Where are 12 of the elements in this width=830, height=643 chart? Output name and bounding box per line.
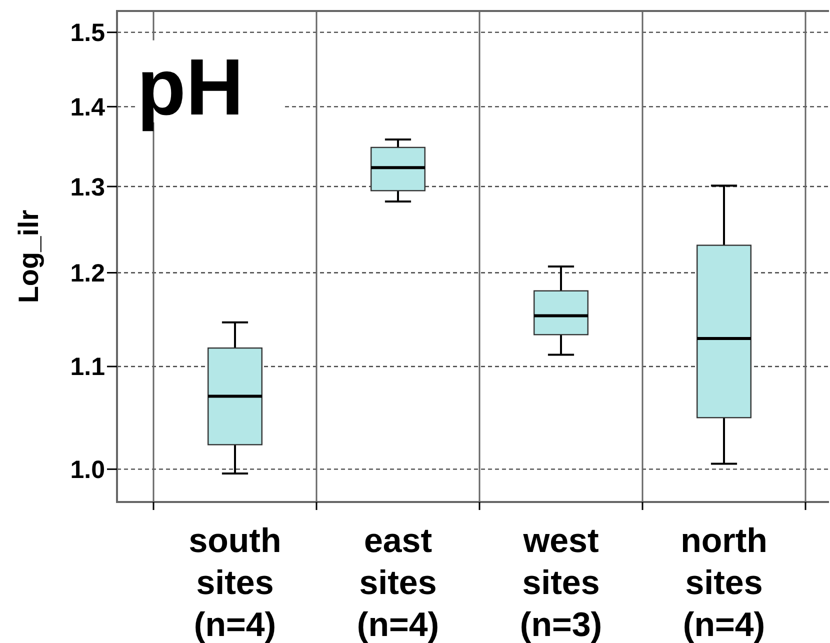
y-tick-label: 1.4 — [70, 93, 106, 122]
x-tick-label: north sites (n=4) — [680, 522, 768, 643]
x-tick-label: south sites (n=4) — [188, 522, 282, 643]
x-tick-label: west sites (n=3) — [520, 522, 602, 643]
y-axis-title: Log_ilr — [13, 210, 44, 304]
y-tick-label: 1.1 — [70, 353, 106, 382]
y-tick-label: 1.5 — [70, 19, 106, 48]
x-tick-label: east sites (n=4) — [356, 522, 440, 643]
y-tick-label: 1.3 — [70, 173, 105, 202]
y-tick-label: 1.2 — [70, 260, 105, 288]
chart-title: pH — [137, 42, 244, 132]
y-tick-label: 1.0 — [70, 456, 105, 484]
